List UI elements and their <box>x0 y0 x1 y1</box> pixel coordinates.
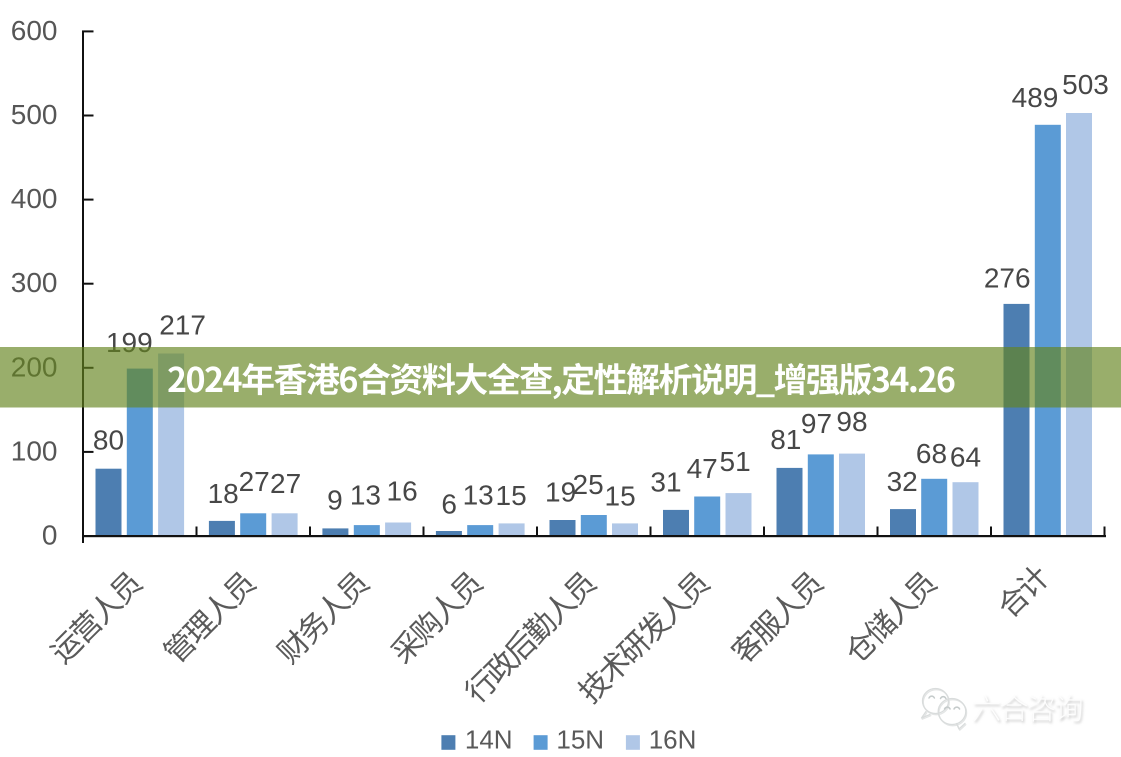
svg-text:217: 217 <box>159 310 206 341</box>
svg-text:489: 489 <box>1012 82 1059 113</box>
svg-text:100: 100 <box>11 435 58 466</box>
svg-text:19: 19 <box>545 477 576 508</box>
svg-text:27: 27 <box>239 466 270 497</box>
svg-text:300: 300 <box>11 267 58 298</box>
svg-text:16: 16 <box>387 476 418 507</box>
svg-text:500: 500 <box>11 99 58 130</box>
svg-text:15: 15 <box>605 481 636 512</box>
svg-text:0: 0 <box>42 520 58 551</box>
svg-text:15: 15 <box>496 480 527 511</box>
svg-text:64: 64 <box>950 442 981 473</box>
svg-text:31: 31 <box>650 467 681 498</box>
svg-text:276: 276 <box>984 263 1031 294</box>
svg-text:68: 68 <box>916 438 947 469</box>
svg-text:16N: 16N <box>649 724 697 754</box>
svg-text:400: 400 <box>11 183 58 214</box>
svg-text:98: 98 <box>836 406 867 437</box>
svg-text:13: 13 <box>463 480 494 511</box>
svg-text:97: 97 <box>801 408 832 439</box>
svg-text:18: 18 <box>208 478 239 509</box>
svg-text:47: 47 <box>687 453 718 484</box>
svg-text:9: 9 <box>327 484 343 515</box>
svg-text:80: 80 <box>93 425 124 456</box>
svg-text:51: 51 <box>720 446 751 477</box>
svg-text:13: 13 <box>350 480 381 511</box>
svg-text:14N: 14N <box>465 724 513 754</box>
svg-text:503: 503 <box>1062 69 1109 100</box>
svg-text:6: 6 <box>441 488 457 519</box>
svg-text:32: 32 <box>887 466 918 497</box>
svg-text:600: 600 <box>11 15 58 46</box>
svg-text:81: 81 <box>770 424 801 455</box>
svg-text:25: 25 <box>573 469 604 500</box>
svg-text:15N: 15N <box>556 724 604 754</box>
svg-text:27: 27 <box>270 468 301 499</box>
